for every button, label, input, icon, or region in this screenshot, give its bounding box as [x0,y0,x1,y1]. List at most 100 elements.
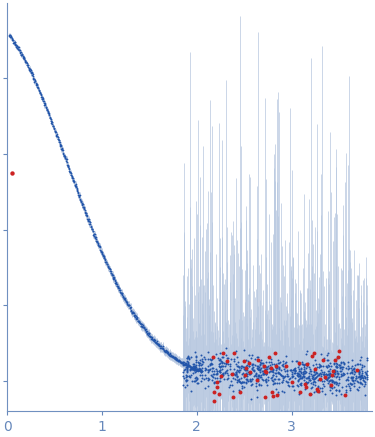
Point [355,374,361,381]
Point [8,34,14,41]
Point [325,368,331,375]
Point [60,150,66,157]
Point [127,304,133,311]
Point [261,371,267,378]
Point [119,289,125,296]
Point [318,363,324,370]
Point [130,309,136,316]
Point [71,178,77,185]
Point [334,361,340,368]
Point [191,364,197,371]
Point [208,357,214,364]
Point [43,104,49,111]
Point [141,323,147,330]
Point [144,330,150,337]
Point [109,271,115,278]
Point [92,234,98,241]
Point [105,263,111,270]
Point [122,296,128,303]
Point [62,153,68,160]
Point [340,369,346,376]
Point [142,326,148,333]
Point [97,243,103,250]
Point [302,360,308,367]
Point [86,218,92,225]
Point [100,253,106,260]
Point [74,185,80,192]
Point [21,54,27,61]
Point [113,279,119,286]
Point [258,359,264,366]
Point [180,361,186,368]
Point [329,389,335,396]
Point [104,260,110,267]
Point [258,381,264,388]
Point [239,384,245,391]
Point [32,77,38,84]
Point [210,370,216,377]
Point [327,376,333,383]
Point [57,140,63,147]
Point [110,273,116,280]
Point [107,268,113,275]
Point [184,364,190,371]
Point [104,260,110,267]
Point [60,149,66,156]
Point [69,174,75,181]
Point [6,31,12,38]
Point [209,373,215,380]
Point [193,356,199,363]
Point [49,118,55,125]
Point [137,320,143,327]
Point [70,175,76,182]
Point [256,367,262,374]
Point [292,368,298,375]
Point [62,154,68,161]
Point [218,372,224,379]
Point [197,368,203,375]
Point [277,371,283,378]
Point [298,364,304,371]
Point [184,366,190,373]
Point [219,360,225,367]
Point [362,368,368,375]
Point [120,293,126,300]
Point [340,371,346,378]
Point [115,282,121,289]
Point [352,369,358,376]
Point [86,220,92,227]
Point [326,370,332,377]
Point [143,327,149,334]
Point [255,366,261,373]
Point [316,364,322,371]
Point [95,241,101,248]
Point [359,362,365,369]
Point [154,340,160,347]
Point [296,372,302,379]
Point [254,370,260,377]
Point [285,375,291,382]
Point [326,371,332,378]
Point [153,340,159,347]
Point [255,372,261,379]
Point [349,380,355,387]
Point [121,294,127,301]
Point [196,367,202,374]
Point [223,361,229,368]
Point [242,366,248,373]
Point [313,369,319,376]
Point [276,369,282,376]
Point [190,366,196,373]
Point [132,311,138,318]
Point [89,225,95,232]
Point [53,128,58,135]
Point [9,35,15,42]
Point [238,364,244,371]
Point [298,379,304,386]
Point [189,363,195,370]
Point [104,261,110,268]
Point [182,361,188,368]
Point [263,378,269,385]
Point [348,365,354,372]
Point [283,363,289,370]
